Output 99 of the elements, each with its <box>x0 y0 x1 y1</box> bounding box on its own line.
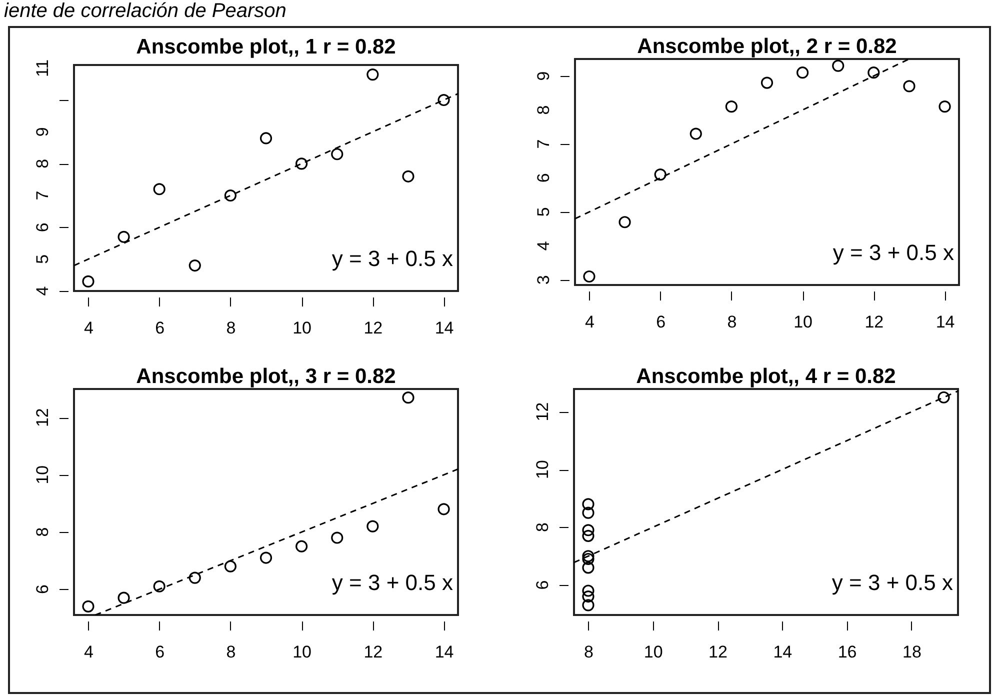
x-tick-label: 14 <box>773 642 792 662</box>
point <box>582 550 594 562</box>
y-tick-label: 7 <box>534 139 553 149</box>
point <box>582 524 594 536</box>
x-tick-label: 18 <box>902 642 922 662</box>
chart-title: Anscombe plot,, 4 r = 0.82 <box>636 365 896 388</box>
point <box>153 183 166 196</box>
x-tick-label: 10 <box>292 318 312 338</box>
annotation: y = 3 + 0.5 x <box>832 240 954 265</box>
point <box>690 128 702 140</box>
y-tick-label: 10 <box>33 465 52 484</box>
x-tick-label: 4 <box>84 642 94 662</box>
point <box>582 506 594 519</box>
point <box>260 552 272 564</box>
x-tick-label: 14 <box>434 642 454 662</box>
annotation: y = 3 + 0.5 x <box>332 570 453 595</box>
point <box>188 572 201 584</box>
y-tick-label: 10 <box>533 460 552 479</box>
point <box>224 189 236 202</box>
y-tick-label: 6 <box>33 584 52 594</box>
point <box>402 170 414 182</box>
point <box>296 540 308 552</box>
y-tick-label: 9 <box>534 71 553 81</box>
y-tick-label: 3 <box>534 275 553 285</box>
x-tick-label: 16 <box>838 642 857 662</box>
point <box>582 590 594 603</box>
x-tick-label: 12 <box>364 642 383 662</box>
y-tick-label: 4 <box>534 241 553 251</box>
point <box>118 230 130 243</box>
point <box>868 66 880 79</box>
point <box>582 599 594 612</box>
text: iente de correlación de Pearson <box>3 0 288 24</box>
chart-title: Anscombe plot,, 3 r = 0.82 <box>136 365 396 388</box>
x-tick-label: 6 <box>155 318 165 338</box>
x-tick-label: 12 <box>708 642 728 662</box>
x-tick-label: 12 <box>864 312 884 332</box>
x-tick-label: 4 <box>84 318 94 338</box>
point <box>582 530 594 542</box>
point <box>82 275 94 288</box>
y-tick-label: 6 <box>534 173 553 183</box>
point <box>760 76 774 89</box>
point <box>618 216 631 228</box>
x-tick-label: 10 <box>794 312 813 332</box>
y-tick-label: 8 <box>533 522 552 532</box>
point <box>654 168 666 181</box>
point <box>366 68 379 81</box>
point <box>583 270 596 283</box>
point <box>224 560 236 572</box>
point <box>402 392 414 404</box>
point <box>796 66 809 79</box>
point <box>582 498 594 510</box>
y-tick-label: 8 <box>33 527 52 537</box>
x-tick-label: 10 <box>644 642 663 662</box>
y-tick-label: 5 <box>534 207 553 217</box>
point <box>366 520 379 532</box>
chart-title: Anscombe plot,, 1 r = 0.82 <box>136 35 396 58</box>
x-tick-label: 10 <box>292 642 312 662</box>
x-tick-label: 12 <box>364 318 383 338</box>
point <box>582 584 594 597</box>
point <box>438 503 450 516</box>
point <box>331 532 344 544</box>
x-tick-label: 8 <box>226 318 236 338</box>
x-tick-label: 8 <box>584 642 594 662</box>
point <box>582 552 594 566</box>
annotation: y = 3 + 0.5 x <box>332 246 453 271</box>
point <box>725 100 738 113</box>
y-tick-label: 6 <box>533 580 552 590</box>
point <box>296 158 308 170</box>
point <box>938 100 951 113</box>
y-tick-label: 8 <box>534 105 553 115</box>
point <box>153 580 166 592</box>
x-tick-label: 4 <box>584 312 594 332</box>
x-tick-label: 14 <box>434 318 454 338</box>
y-tick-label: 11 <box>33 59 52 78</box>
y-tick-label: 12 <box>533 402 552 422</box>
point <box>188 260 201 272</box>
y-tick-label: 8 <box>33 158 52 168</box>
y-tick-label: 12 <box>33 408 52 428</box>
y-tick-label: 4 <box>33 286 52 296</box>
x-tick-label: 8 <box>226 642 236 662</box>
y-tick-label: 6 <box>33 222 52 232</box>
point <box>438 94 450 106</box>
y-tick-label: 7 <box>33 190 52 200</box>
y-tick-label: 9 <box>33 127 52 137</box>
point <box>331 148 344 160</box>
x-tick-label: 6 <box>656 312 666 332</box>
point <box>118 592 130 604</box>
point <box>260 132 272 144</box>
x-tick-label: 6 <box>155 642 165 662</box>
chart-title: Anscombe plot,, 2 r = 0.82 <box>637 35 897 58</box>
x-tick-label: 8 <box>727 312 737 332</box>
point <box>903 80 916 92</box>
annotation: y = 3 + 0.5 x <box>832 570 953 595</box>
point <box>82 600 94 612</box>
point <box>582 562 594 574</box>
point <box>938 391 950 404</box>
point <box>832 60 844 72</box>
y-tick-label: 5 <box>33 254 52 264</box>
x-tick-label: 14 <box>936 312 955 332</box>
